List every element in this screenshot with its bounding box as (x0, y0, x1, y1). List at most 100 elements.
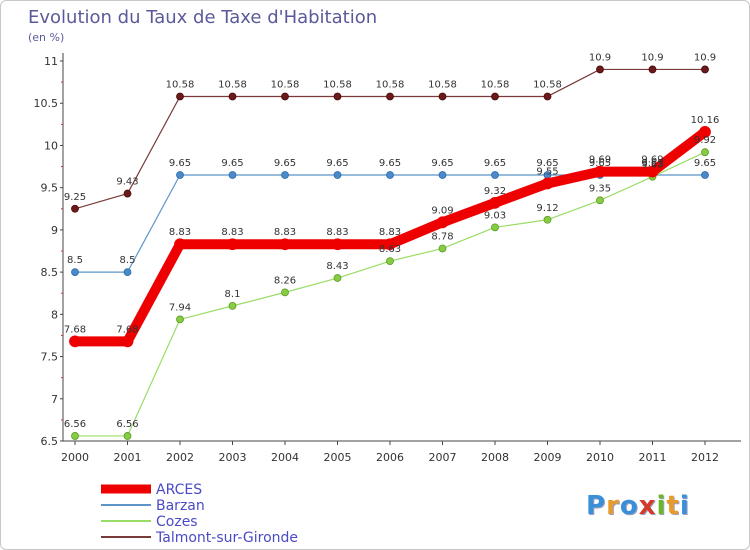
data-point (226, 238, 239, 251)
data-label: 10.58 (218, 79, 247, 90)
data-point (281, 171, 289, 179)
data-label: 9.65 (274, 158, 296, 169)
data-label: 8.1 (225, 289, 241, 300)
data-point (331, 238, 344, 251)
data-point (281, 92, 289, 101)
y-tick-label: 7.5 (41, 351, 59, 364)
data-label: 8.83 (379, 227, 401, 238)
data-label: 9.63 (641, 160, 663, 171)
data-label: 6.56 (116, 419, 138, 430)
data-label: 9.65 (536, 158, 558, 169)
data-point (543, 215, 552, 224)
y-tick-label: 8.5 (41, 266, 59, 279)
data-label: 10.58 (533, 79, 562, 90)
data-point (71, 268, 79, 277)
data-point (176, 315, 184, 324)
data-label: 10.9 (641, 52, 663, 63)
x-tick-label: 2001 (114, 451, 142, 464)
data-point (123, 268, 132, 277)
y-tick-label: 8 (51, 308, 58, 321)
logo-letter: t (666, 491, 680, 521)
data-label: 10.9 (694, 52, 716, 63)
x-tick-label: 2003 (219, 451, 247, 464)
data-label: 7.68 (116, 324, 138, 335)
y-tick-label: 10.5 (34, 97, 59, 110)
data-label: 9.65 (484, 158, 506, 169)
data-point (438, 92, 447, 101)
data-point (333, 274, 342, 282)
data-label: 9.03 (484, 210, 506, 221)
data-label: 10.9 (589, 52, 611, 63)
data-point (386, 171, 394, 179)
data-point (541, 177, 554, 190)
data-point (543, 92, 552, 101)
data-point (71, 432, 79, 440)
data-label: 9.65 (589, 158, 611, 169)
x-tick-label: 2012 (691, 451, 719, 464)
x-tick-label: 2009 (534, 451, 562, 464)
y-tick-label: 9 (51, 224, 58, 237)
legend-entry-ARCES: ARCES (156, 482, 202, 498)
data-label: 9.65 (641, 158, 663, 169)
data-point (701, 171, 709, 179)
data-point (333, 171, 342, 179)
data-point (646, 165, 659, 178)
data-point (701, 148, 709, 157)
data-label: 7.94 (169, 302, 191, 313)
data-label: 10.58 (428, 79, 457, 90)
legend-entry-Barzan: Barzan (156, 498, 205, 514)
data-point (386, 92, 394, 101)
data-point (436, 216, 449, 229)
data-label: 9.35 (589, 183, 611, 194)
data-label: 10.58 (323, 79, 352, 90)
x-tick-label: 2006 (376, 451, 404, 464)
logo-letter: P (586, 491, 607, 521)
data-point (228, 171, 237, 179)
data-label: 10.16 (691, 115, 720, 126)
data-label: 8.63 (379, 244, 401, 255)
x-tick-label: 2008 (481, 451, 509, 464)
data-label: 8.83 (274, 227, 296, 238)
data-point (489, 196, 501, 209)
data-point (491, 92, 499, 101)
logo-letter: i (656, 491, 667, 521)
logo-letter: o (619, 491, 639, 521)
data-point (228, 301, 237, 310)
data-point (174, 238, 186, 251)
data-point (176, 171, 184, 179)
data-label: 8.5 (120, 255, 136, 266)
data-point (386, 257, 394, 266)
data-label: 9.65 (326, 158, 348, 169)
data-label: 10.58 (481, 79, 510, 90)
data-label: 9.32 (484, 186, 506, 197)
data-point (648, 65, 657, 74)
data-label: 9.65 (431, 158, 453, 169)
data-point (596, 196, 604, 205)
x-tick-label: 2004 (271, 451, 299, 464)
data-label: 10.58 (271, 79, 300, 90)
y-tick-label: 11 (44, 55, 58, 68)
x-tick-label: 2007 (429, 451, 457, 464)
data-label: 9.55 (536, 166, 558, 177)
data-label: 8.78 (431, 231, 453, 242)
data-point (438, 244, 447, 253)
y-tick-label: 7 (51, 393, 58, 406)
data-label: 9.43 (116, 177, 138, 188)
data-label: 7.68 (64, 324, 86, 335)
data-label: 8.5 (67, 255, 83, 266)
data-label: 9.69 (589, 155, 611, 166)
data-label: 6.56 (64, 419, 86, 430)
data-point (71, 204, 79, 213)
data-label: 9.12 (536, 203, 558, 214)
data-label: 10.58 (166, 79, 195, 90)
data-label: 9.65 (221, 158, 243, 169)
data-label: 9.65 (169, 158, 191, 169)
chart-subtitle: (en %) (28, 31, 65, 44)
chart-title: Evolution du Taux de Taxe d'Habitation (28, 7, 378, 28)
data-point (384, 238, 396, 251)
data-label: 9.09 (431, 205, 453, 216)
legend-entry-Talmont-sur-Gironde: Talmont-sur-Gironde (155, 530, 298, 546)
data-point (279, 238, 291, 251)
